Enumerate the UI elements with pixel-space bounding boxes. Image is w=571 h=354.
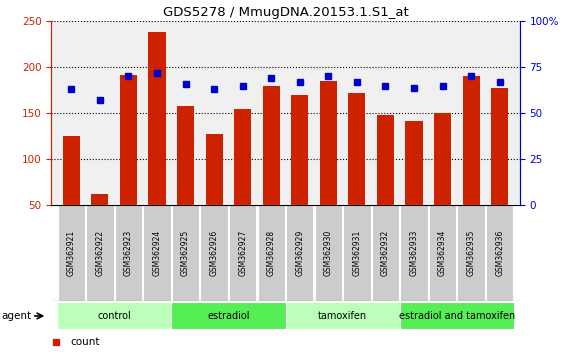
Bar xyxy=(234,109,251,205)
Text: GSM362932: GSM362932 xyxy=(381,230,390,276)
Bar xyxy=(91,194,108,205)
FancyBboxPatch shape xyxy=(143,205,171,301)
Text: GSM362924: GSM362924 xyxy=(152,230,162,276)
Text: GSM362925: GSM362925 xyxy=(181,230,190,276)
Bar xyxy=(463,76,480,205)
Text: tamoxifen: tamoxifen xyxy=(318,311,367,321)
Bar xyxy=(434,113,451,205)
FancyBboxPatch shape xyxy=(172,205,199,301)
Text: GSM362922: GSM362922 xyxy=(95,230,104,276)
FancyBboxPatch shape xyxy=(286,205,313,301)
FancyBboxPatch shape xyxy=(372,205,399,301)
Bar xyxy=(177,106,194,205)
Bar xyxy=(120,75,137,205)
FancyBboxPatch shape xyxy=(200,205,228,301)
Text: GSM362928: GSM362928 xyxy=(267,230,276,276)
FancyBboxPatch shape xyxy=(315,205,342,301)
Text: GSM362935: GSM362935 xyxy=(467,230,476,276)
Text: GSM362931: GSM362931 xyxy=(352,230,361,276)
FancyBboxPatch shape xyxy=(486,205,513,301)
Bar xyxy=(63,136,80,205)
FancyBboxPatch shape xyxy=(457,205,485,301)
FancyBboxPatch shape xyxy=(229,205,256,301)
Text: count: count xyxy=(70,337,99,348)
FancyBboxPatch shape xyxy=(400,302,514,330)
Text: GSM362921: GSM362921 xyxy=(67,230,76,276)
Text: GSM362926: GSM362926 xyxy=(210,230,219,276)
Bar xyxy=(405,121,423,205)
FancyBboxPatch shape xyxy=(343,205,371,301)
Text: estradiol: estradiol xyxy=(207,311,250,321)
Text: agent: agent xyxy=(1,311,31,321)
FancyBboxPatch shape xyxy=(286,302,400,330)
Bar xyxy=(320,81,337,205)
Text: GSM362936: GSM362936 xyxy=(495,230,504,276)
Text: control: control xyxy=(97,311,131,321)
Bar xyxy=(263,86,280,205)
FancyBboxPatch shape xyxy=(258,205,285,301)
Text: GSM362927: GSM362927 xyxy=(238,230,247,276)
Text: GSM362933: GSM362933 xyxy=(409,230,419,276)
Text: GSM362923: GSM362923 xyxy=(124,230,133,276)
FancyBboxPatch shape xyxy=(86,205,114,301)
Bar xyxy=(148,32,166,205)
Text: estradiol and tamoxifen: estradiol and tamoxifen xyxy=(399,311,515,321)
Bar xyxy=(291,95,308,205)
FancyBboxPatch shape xyxy=(400,205,428,301)
FancyBboxPatch shape xyxy=(115,205,142,301)
Text: GSM362929: GSM362929 xyxy=(295,230,304,276)
Bar xyxy=(206,133,223,205)
Title: GDS5278 / MmugDNA.20153.1.S1_at: GDS5278 / MmugDNA.20153.1.S1_at xyxy=(163,6,408,19)
Bar xyxy=(377,115,394,205)
Text: GSM362934: GSM362934 xyxy=(438,230,447,276)
FancyBboxPatch shape xyxy=(171,302,286,330)
Bar xyxy=(491,87,508,205)
FancyBboxPatch shape xyxy=(57,302,171,330)
Bar xyxy=(348,93,365,205)
FancyBboxPatch shape xyxy=(429,205,456,301)
Text: GSM362930: GSM362930 xyxy=(324,230,333,276)
FancyBboxPatch shape xyxy=(58,205,85,301)
